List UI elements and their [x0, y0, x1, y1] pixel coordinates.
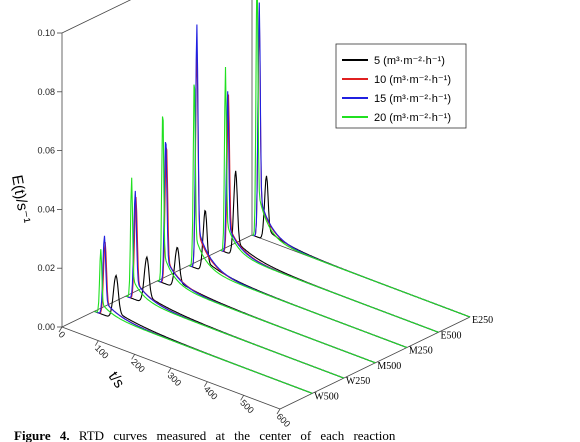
legend-box	[335, 43, 467, 129]
rtd-curve	[251, 0, 471, 318]
rtd-curve	[157, 141, 376, 364]
rtd-curve	[125, 255, 345, 379]
rtd-curve	[220, 94, 439, 333]
y-tick-label: 0.00	[37, 322, 55, 332]
caption-text: RTD curves measured at the center of eac…	[78, 428, 396, 442]
rtd-3d-chart: 0.000.020.040.060.080.100100200300400500…	[8, 0, 493, 428]
zone-label: E250	[472, 315, 493, 326]
zone-label: M500	[377, 361, 401, 372]
rtd-curve	[251, 175, 471, 318]
rtd-curves	[94, 0, 471, 394]
rtd-curve	[220, 66, 439, 333]
caption-label: Figure 4.	[14, 428, 70, 442]
legend-entry: 15 (m³·m⁻²·h⁻¹)	[374, 93, 451, 105]
rtd-curve	[94, 235, 313, 394]
x-axis-title: t/s	[105, 369, 128, 392]
rtd-curve	[220, 170, 439, 333]
y-axis-title: E(t)/s⁻¹	[8, 174, 33, 225]
zone-label: M250	[409, 346, 433, 357]
zone-label: W500	[314, 391, 338, 402]
y-tick-label: 0.02	[37, 263, 55, 273]
rtd-curve	[125, 196, 345, 379]
legend-entry: 10 (m³·m⁻²·h⁻¹)	[374, 74, 451, 86]
x-tick-label: 0	[57, 329, 68, 340]
rtd-curve	[125, 177, 345, 379]
zone-label: W250	[346, 376, 370, 387]
rtd-curve	[157, 116, 376, 364]
rtd-curve	[94, 274, 313, 394]
legend-entry: 5 (m³·m⁻²·h⁻¹)	[374, 55, 445, 67]
legend: 5 (m³·m⁻²·h⁻¹) 10 (m³·m⁻²·h⁻¹) 15 (m³·m⁻²·…	[335, 43, 467, 129]
figure-caption: Figure 4. RTD curves measured at the cen…	[14, 428, 574, 442]
zone-label: E500	[440, 330, 461, 341]
y-tick-label: 0.10	[37, 28, 55, 38]
legend-entry: 20 (m³·m⁻²·h⁻¹)	[374, 112, 451, 124]
y-tick-label: 0.06	[37, 146, 55, 156]
rtd-curve	[188, 84, 408, 349]
rtd-curve	[157, 147, 376, 364]
y-tick-label: 0.08	[37, 87, 55, 97]
y-tick-label: 0.04	[37, 204, 55, 214]
rtd-curve	[94, 249, 313, 394]
zone-labels: W500 W250 M500 M250 E500 E250	[314, 315, 493, 402]
